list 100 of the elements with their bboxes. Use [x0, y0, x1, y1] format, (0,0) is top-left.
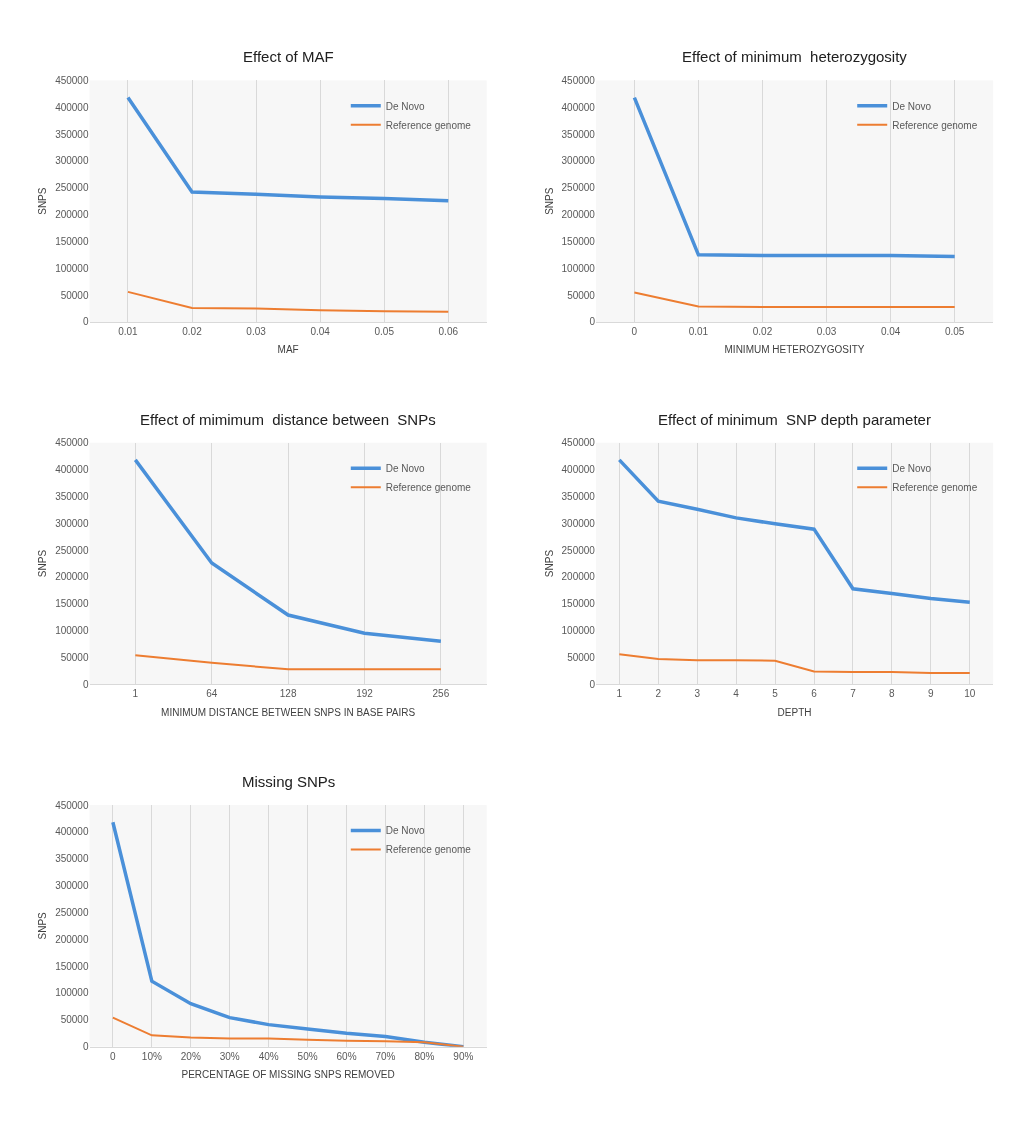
- y-tick-label: 50000: [567, 651, 596, 663]
- y-axis-title: SNPS: [37, 549, 49, 578]
- y-tick-label: 250000: [561, 182, 596, 194]
- y-tick-label: 50000: [60, 1014, 89, 1026]
- y-tick-label: 400000: [55, 464, 89, 476]
- y-tick-label: 100000: [55, 987, 89, 999]
- y-tick-label: 350000: [55, 490, 89, 502]
- y-tick-label: 200000: [55, 571, 89, 583]
- chart-title: Missing SNPs: [242, 773, 336, 790]
- y-tick-label: 0: [82, 1041, 89, 1053]
- x-tick-label: 10%: [141, 1050, 162, 1062]
- x-tick-label: 0.01: [118, 325, 139, 337]
- y-tick-label: 300000: [55, 517, 89, 529]
- x-tick-label: 0.03: [816, 325, 837, 337]
- x-tick-label: 1: [132, 688, 139, 700]
- y-tick-label: 400000: [561, 101, 596, 113]
- y-tick-label: 250000: [55, 544, 89, 556]
- x-tick-label: 80%: [414, 1050, 435, 1062]
- x-axis-title: MINIMUM HETEROZYGOSITY: [724, 344, 865, 356]
- y-tick-label: 200000: [561, 571, 596, 583]
- y-tick-label: 450000: [55, 74, 89, 86]
- x-tick-label: 7: [850, 688, 857, 700]
- x-tick-label: 70%: [375, 1050, 396, 1062]
- x-tick-label: 20%: [180, 1050, 201, 1062]
- x-tick-label: 50%: [297, 1050, 318, 1062]
- y-tick-label: 100000: [561, 625, 596, 637]
- legend-label: Reference genome: [892, 482, 978, 494]
- x-tick-label: 8: [889, 688, 896, 700]
- chart-title: Effect of minimum heterozygosity: [682, 48, 908, 65]
- y-tick-label: 450000: [561, 437, 596, 449]
- x-tick-label: 3: [694, 688, 701, 700]
- legend-label: Reference genome: [892, 119, 978, 131]
- legend-label: De Novo: [892, 463, 932, 475]
- x-tick-label: 9: [928, 688, 935, 700]
- legend-label: Reference genome: [385, 119, 472, 131]
- x-tick-label: 0.04: [880, 325, 901, 337]
- y-tick-label: 50000: [60, 651, 89, 663]
- y-tick-label: 0: [82, 316, 89, 328]
- y-tick-label: 400000: [55, 101, 89, 113]
- legend-label: Reference genome: [385, 482, 472, 494]
- y-tick-label: 150000: [561, 235, 596, 247]
- x-tick-label: 40%: [258, 1050, 279, 1062]
- x-tick-label: 1: [616, 688, 623, 700]
- x-axis-title: PERCENTAGE OF MISSING SNPS REMOVED: [181, 1069, 395, 1081]
- y-tick-label: 350000: [561, 128, 596, 140]
- y-tick-label: 50000: [567, 289, 596, 301]
- y-tick-label: 0: [589, 316, 596, 328]
- y-tick-label: 300000: [561, 155, 596, 167]
- x-tick-label: 64: [206, 688, 218, 700]
- y-tick-label: 300000: [561, 517, 596, 529]
- y-tick-label: 0: [589, 678, 596, 690]
- y-axis-title: SNPS: [543, 549, 555, 578]
- x-tick-label: 0.06: [438, 325, 459, 337]
- y-tick-label: 350000: [55, 853, 89, 865]
- y-tick-label: 150000: [55, 598, 89, 610]
- chart-title: Effect of mimimum distance between SNPs: [140, 411, 436, 428]
- y-tick-label: 100000: [55, 262, 89, 274]
- x-tick-label: 6: [811, 688, 818, 700]
- x-tick-label: 30%: [219, 1050, 240, 1062]
- y-tick-label: 250000: [561, 544, 596, 556]
- y-tick-label: 450000: [55, 799, 89, 811]
- x-tick-label: 10: [964, 688, 976, 700]
- x-tick-label: 128: [279, 688, 297, 700]
- chart-title: Effect of minimum SNP depth parameter: [658, 411, 931, 428]
- line-series: [111, 1016, 465, 1047]
- y-tick-label: 50000: [60, 289, 89, 301]
- y-tick-label: 200000: [55, 933, 89, 945]
- legend-label: De Novo: [385, 463, 426, 475]
- x-tick-label: 90%: [453, 1050, 474, 1062]
- y-tick-label: 250000: [55, 906, 89, 918]
- x-tick-label: 0.02: [752, 325, 773, 337]
- y-tick-label: 150000: [561, 598, 596, 610]
- x-tick-label: 0: [631, 325, 638, 337]
- y-axis-title: SNPS: [543, 187, 555, 215]
- y-tick-label: 350000: [55, 128, 89, 140]
- y-tick-label: 450000: [561, 74, 596, 86]
- x-tick-label: 4: [733, 688, 740, 700]
- legend-label: De Novo: [385, 825, 426, 837]
- x-tick-label: 0.05: [374, 325, 395, 337]
- x-tick-label: 0.02: [182, 325, 203, 337]
- y-tick-label: 0: [82, 678, 89, 690]
- y-tick-label: 200000: [55, 209, 89, 221]
- y-tick-label: 300000: [55, 155, 89, 167]
- y-tick-label: 400000: [561, 464, 596, 476]
- x-tick-label: 192: [356, 688, 374, 700]
- y-tick-label: 300000: [55, 880, 89, 892]
- y-axis-title: SNPS: [37, 187, 49, 215]
- legend-label: Reference genome: [385, 844, 472, 856]
- line-series: [618, 653, 971, 675]
- x-axis-title: MAF: [277, 344, 299, 356]
- x-axis-title: MINIMUM DISTANCE BETWEEN SNPS IN BASE PAIRS: [161, 706, 416, 718]
- y-tick-label: 150000: [55, 960, 89, 972]
- x-tick-label: 5: [772, 688, 779, 700]
- legend-label: De Novo: [385, 100, 426, 112]
- x-tick-label: 60%: [336, 1050, 357, 1062]
- chart-title: Effect of MAF: [243, 48, 334, 65]
- y-tick-label: 150000: [55, 235, 89, 247]
- legend-label: De Novo: [892, 100, 932, 112]
- y-tick-label: 400000: [55, 826, 89, 838]
- line-series: [126, 290, 450, 313]
